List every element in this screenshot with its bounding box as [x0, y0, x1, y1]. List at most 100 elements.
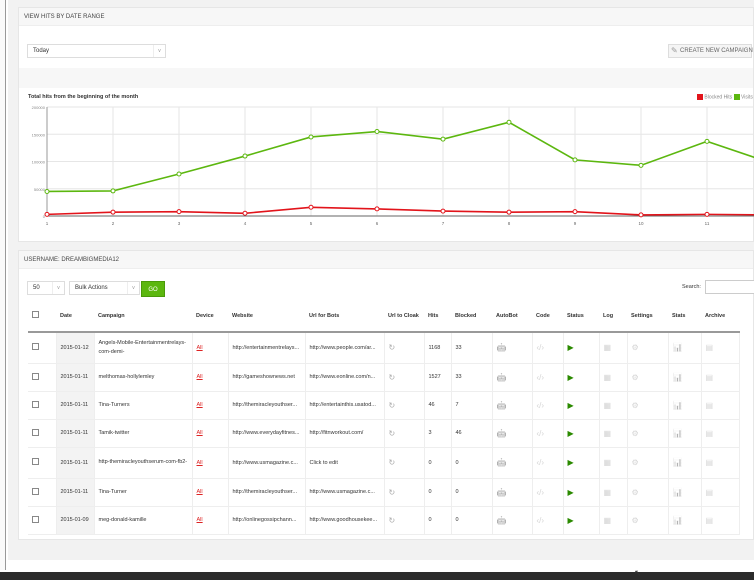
website-cell[interactable]: http://themiracleyouthser...	[228, 391, 306, 420]
date-range-select[interactable]: Today v	[27, 44, 166, 58]
device-link[interactable]: All	[196, 430, 203, 436]
autobot-android-icon[interactable]: 🤖	[496, 372, 507, 382]
campaign-cell[interactable]: http-themiracleyouthserum-com-fb2-	[94, 447, 193, 479]
archive-icon[interactable]: ▤	[705, 372, 714, 382]
log-icon[interactable]: ▦	[603, 400, 612, 410]
code-icon[interactable]: ‹/›	[536, 515, 545, 525]
row-checkbox[interactable]	[32, 343, 39, 351]
url-for-bots-cell[interactable]: http://www.eonline.com/n...	[305, 363, 385, 392]
code-icon[interactable]: ‹/›	[536, 487, 545, 497]
autobot-android-icon[interactable]: 🤖	[496, 515, 507, 525]
settings-gear-icon[interactable]: ⚙	[631, 458, 639, 467]
status-play-icon[interactable]: ▶	[567, 487, 574, 497]
device-link[interactable]: All	[196, 489, 203, 495]
column-header-date[interactable]: Date	[56, 300, 94, 333]
campaign-cell[interactable]: Angels-Mobile-Entertainmentrelays-com-de…	[94, 332, 193, 364]
archive-icon[interactable]: ▤	[705, 400, 714, 410]
refresh-icon[interactable]: ↻	[388, 343, 396, 353]
status-play-icon[interactable]: ▶	[567, 400, 574, 410]
stats-chart-icon[interactable]: 📊	[672, 458, 683, 467]
campaign-cell[interactable]: Tamik-twitter	[94, 419, 193, 448]
code-icon[interactable]: ‹/›	[536, 400, 545, 410]
url-for-bots-cell[interactable]: http://www.usmagazine.c...	[305, 478, 385, 507]
website-cell[interactable]: http://www.everydayfitnes...	[228, 419, 306, 448]
log-icon[interactable]: ▦	[603, 487, 612, 497]
device-link[interactable]: All	[196, 402, 203, 408]
code-icon[interactable]: ‹/›	[536, 372, 545, 382]
log-icon[interactable]: ▦	[603, 458, 612, 467]
refresh-icon[interactable]: ↻	[388, 515, 396, 525]
autobot-android-icon[interactable]: 🤖	[496, 428, 507, 438]
autobot-android-icon[interactable]: 🤖	[496, 458, 507, 467]
archive-icon[interactable]: ▤	[705, 428, 714, 438]
url-for-bots-cell[interactable]: http://fitnworkout.com/	[305, 419, 385, 448]
search-input[interactable]	[705, 280, 754, 294]
code-icon[interactable]: ‹/›	[536, 458, 545, 467]
row-checkbox[interactable]	[32, 372, 39, 380]
stats-chart-icon[interactable]: 📊	[672, 515, 683, 525]
row-checkbox[interactable]	[32, 487, 39, 495]
refresh-icon[interactable]: ↻	[388, 487, 396, 497]
archive-icon[interactable]: ▤	[705, 487, 714, 497]
column-header-hits[interactable]: Hits	[424, 300, 451, 333]
archive-icon[interactable]: ▤	[705, 458, 714, 467]
status-play-icon[interactable]: ▶	[567, 372, 574, 382]
website-cell[interactable]: http://entertainmentrelays...	[228, 332, 306, 364]
select-all-checkbox[interactable]	[32, 311, 39, 318]
refresh-icon[interactable]: ↻	[388, 400, 396, 410]
website-cell[interactable]: http://www.usmagazine.c...	[228, 447, 306, 479]
autobot-android-icon[interactable]: 🤖	[496, 343, 507, 353]
code-icon[interactable]: ‹/›	[536, 343, 545, 353]
go-button[interactable]: GO	[141, 281, 165, 297]
archive-icon[interactable]: ▤	[705, 343, 714, 353]
stats-chart-icon[interactable]: 📊	[672, 400, 683, 410]
row-checkbox[interactable]	[32, 458, 39, 465]
log-icon[interactable]: ▦	[603, 343, 612, 353]
stats-chart-icon[interactable]: 📊	[672, 343, 683, 353]
campaign-cell[interactable]: meg-donald-kamille	[94, 506, 193, 535]
row-checkbox[interactable]	[32, 400, 39, 408]
url-for-bots-cell[interactable]: http://www.people.com/ar...	[305, 332, 385, 364]
column-header-url-for-bots[interactable]: Url for Bots	[305, 300, 384, 333]
device-link[interactable]: All	[196, 517, 203, 523]
device-link[interactable]: All	[196, 374, 203, 380]
settings-gear-icon[interactable]: ⚙	[631, 400, 639, 410]
row-checkbox[interactable]	[32, 428, 39, 436]
status-play-icon[interactable]: ▶	[567, 343, 574, 353]
settings-gear-icon[interactable]: ⚙	[631, 487, 639, 497]
stats-chart-icon[interactable]: 📊	[672, 372, 683, 382]
column-header-website[interactable]: Website	[228, 300, 305, 333]
stats-chart-icon[interactable]: 📊	[672, 428, 683, 438]
code-icon[interactable]: ‹/›	[536, 428, 545, 438]
row-checkbox[interactable]	[32, 515, 39, 523]
status-play-icon[interactable]: ▶	[567, 458, 574, 467]
refresh-icon[interactable]: ↻	[388, 458, 396, 467]
website-cell[interactable]: http://themiracleyouthser...	[228, 478, 306, 507]
device-link[interactable]: All	[196, 344, 203, 351]
url-for-bots-cell[interactable]: Click to edit	[305, 447, 385, 479]
settings-gear-icon[interactable]: ⚙	[631, 343, 639, 353]
refresh-icon[interactable]: ↻	[388, 428, 396, 438]
autobot-android-icon[interactable]: 🤖	[496, 400, 507, 410]
bulk-actions-select[interactable]: Bulk Actions v	[69, 281, 140, 295]
status-play-icon[interactable]: ▶	[567, 428, 574, 438]
stats-chart-icon[interactable]: 📊	[672, 487, 683, 497]
status-play-icon[interactable]: ▶	[567, 515, 574, 525]
settings-gear-icon[interactable]: ⚙	[631, 428, 639, 438]
campaign-cell[interactable]: Tina-Turners	[94, 391, 193, 420]
device-link[interactable]: All	[196, 459, 203, 466]
campaign-cell[interactable]: Tina-Turner	[94, 478, 193, 507]
page-size-select[interactable]: 50 v	[27, 281, 65, 295]
log-icon[interactable]: ▦	[603, 515, 612, 525]
settings-gear-icon[interactable]: ⚙	[631, 515, 639, 525]
column-header-campaign[interactable]: Campaign	[94, 300, 192, 333]
log-icon[interactable]: ▦	[603, 372, 612, 382]
autobot-android-icon[interactable]: 🤖	[496, 487, 507, 497]
url-for-bots-cell[interactable]: http://entertainthis.usatod...	[305, 391, 385, 420]
refresh-icon[interactable]: ↻	[388, 372, 396, 382]
column-header-url-to-cloak[interactable]: Url to Cloak	[384, 300, 424, 333]
create-campaign-button[interactable]: ✎ CREATE NEW CAMPAIGN	[668, 44, 753, 58]
log-icon[interactable]: ▦	[603, 428, 612, 438]
campaign-cell[interactable]: melthomas-hollylemley	[94, 363, 193, 392]
archive-icon[interactable]: ▤	[705, 515, 714, 525]
